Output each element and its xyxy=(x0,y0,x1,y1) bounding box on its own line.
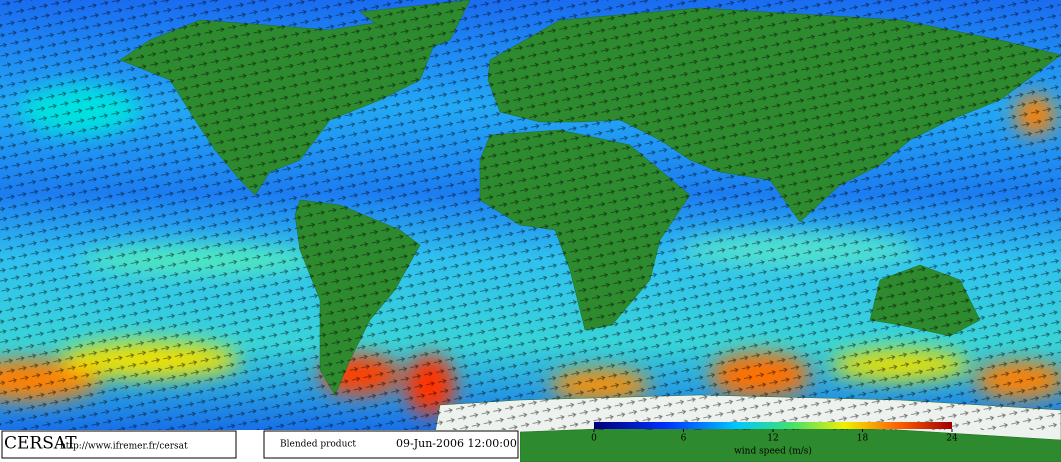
colorbar-tick-label: 0 xyxy=(591,434,597,444)
colorbar-label: wind speed (m/s) xyxy=(734,446,812,457)
url: http://www.ifremer.fr/cersat xyxy=(60,442,188,452)
info-box xyxy=(263,430,519,459)
timestamp: 09-Jun-2006 12:00:00 xyxy=(396,437,517,450)
colorbar xyxy=(594,422,952,429)
wind-vectors xyxy=(0,0,1061,430)
colorbar-tick-label: 12 xyxy=(767,434,778,444)
colorbar-tick-label: 6 xyxy=(681,434,687,444)
colorbar-tick-label: 18 xyxy=(857,434,869,444)
logo: CERSAT xyxy=(4,434,77,454)
colorbar-tick-label: 24 xyxy=(946,434,958,444)
logo-box xyxy=(1,430,237,459)
product: Blended product xyxy=(280,440,356,450)
